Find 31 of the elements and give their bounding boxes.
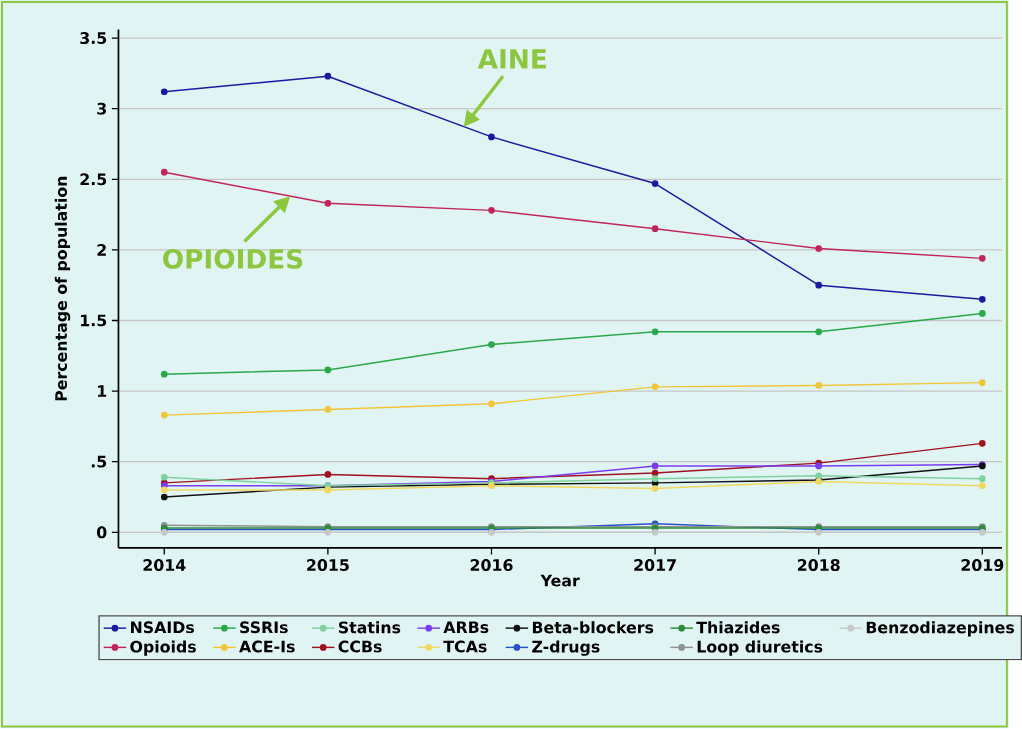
x-tick-label: 2016 <box>470 559 513 572</box>
y-tick-label: 1.5 <box>81 314 107 327</box>
y-tick-label: 2 <box>97 244 106 257</box>
y-axis-title: Percentage of population <box>54 177 71 401</box>
y-tick-label: 0 <box>97 526 107 539</box>
legend-label: NSAIDs <box>130 621 194 634</box>
annotation: AINE <box>477 49 546 69</box>
legend-label: ARBs <box>443 621 489 634</box>
x-tick-label: 2017 <box>634 559 676 572</box>
x-tick-label: 2015 <box>307 559 349 572</box>
y-tick-label: 2.5 <box>80 173 107 186</box>
legend-label: Opioids <box>130 640 196 656</box>
legend-label: Benzodiazepines <box>866 621 1015 637</box>
x-axis-title: Year <box>540 575 580 587</box>
legend-label: CCBs <box>338 640 382 653</box>
y-tick-label: 3 <box>97 102 106 115</box>
annotation: OPIOIDES <box>163 249 303 270</box>
legend-label: TCAs <box>443 640 487 653</box>
legend-label: Beta-blockers <box>532 621 654 634</box>
legend-label: Loop diuretics <box>697 640 823 656</box>
legend-label: Thiazides <box>696 621 780 634</box>
x-tick-label: 2018 <box>797 559 840 572</box>
legend-label: Z-drugs <box>532 640 600 657</box>
y-tick-label: 1 <box>98 385 107 398</box>
x-tick-label: 2019 <box>961 559 1004 572</box>
legend-label: SSRIs <box>240 621 288 634</box>
y-tick-label: 3.5 <box>80 32 107 45</box>
legend-label: Statins <box>338 621 401 634</box>
y-tick-label: .5 <box>91 456 107 468</box>
x-tick-label: 2014 <box>143 559 186 572</box>
legend-label: ACE-Is <box>239 640 295 653</box>
